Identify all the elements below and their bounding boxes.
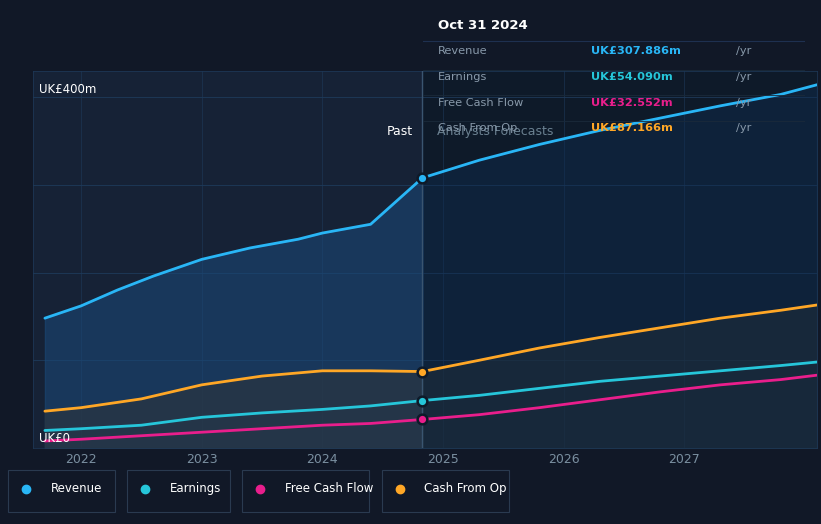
Text: Free Cash Flow: Free Cash Flow xyxy=(285,482,374,495)
Text: Free Cash Flow: Free Cash Flow xyxy=(438,98,523,108)
Text: UK£400m: UK£400m xyxy=(39,83,96,96)
Text: /yr: /yr xyxy=(736,47,751,57)
Text: Cash From Op: Cash From Op xyxy=(438,124,517,134)
Text: Revenue: Revenue xyxy=(438,47,488,57)
Text: /yr: /yr xyxy=(736,72,751,82)
Text: UK£307.886m: UK£307.886m xyxy=(591,47,681,57)
Text: /yr: /yr xyxy=(736,124,751,134)
Text: UK£32.552m: UK£32.552m xyxy=(591,98,672,108)
Text: Earnings: Earnings xyxy=(438,72,488,82)
Bar xyxy=(33,71,423,448)
Text: UK£0: UK£0 xyxy=(39,432,70,445)
Text: Earnings: Earnings xyxy=(170,482,222,495)
Text: Analysts Forecasts: Analysts Forecasts xyxy=(437,125,553,138)
Text: Cash From Op: Cash From Op xyxy=(424,482,507,495)
Text: UK£87.166m: UK£87.166m xyxy=(591,124,672,134)
Text: Past: Past xyxy=(387,125,413,138)
Text: Revenue: Revenue xyxy=(51,482,103,495)
Text: Oct 31 2024: Oct 31 2024 xyxy=(438,19,528,32)
Text: UK£54.090m: UK£54.090m xyxy=(591,72,672,82)
Text: /yr: /yr xyxy=(736,98,751,108)
